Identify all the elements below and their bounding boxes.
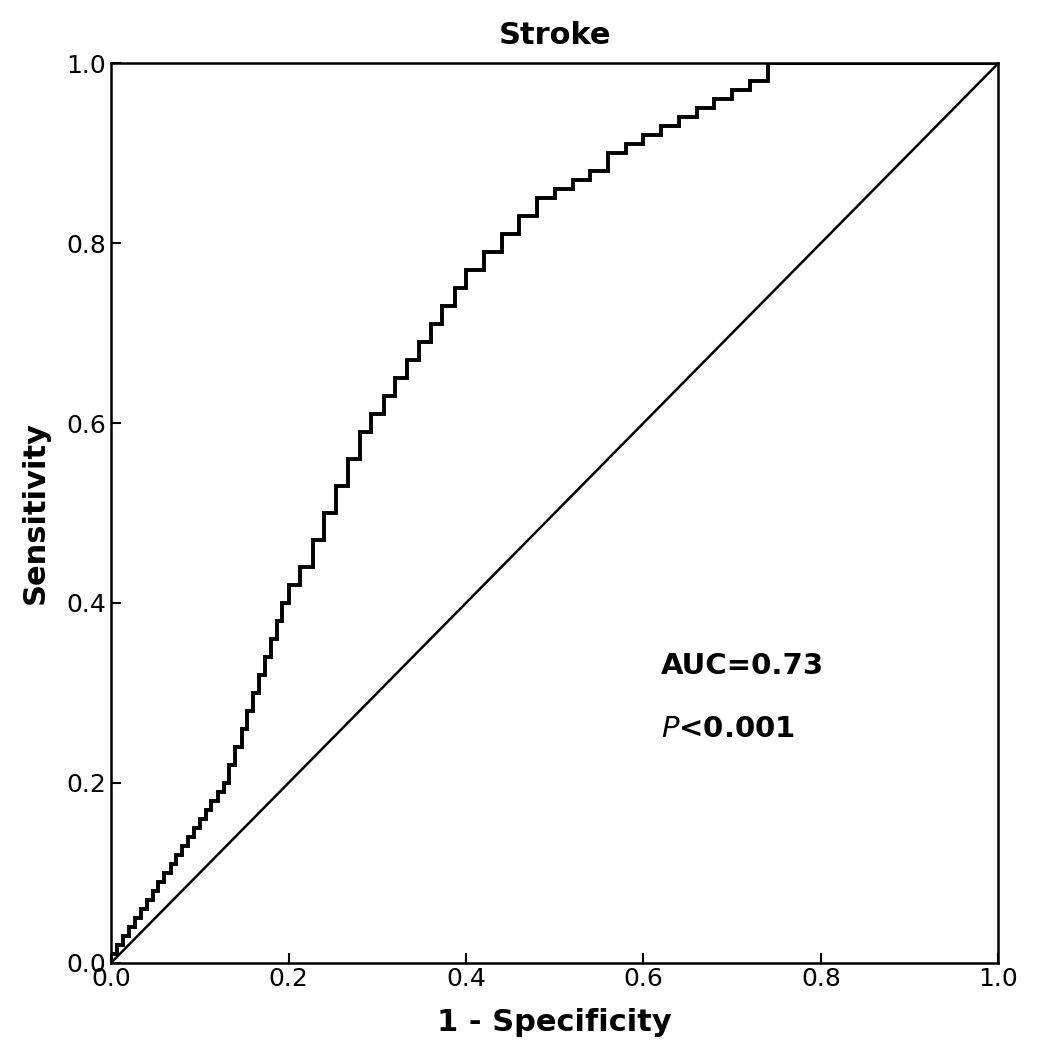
X-axis label: 1 - Specificity: 1 - Specificity xyxy=(437,1008,672,1037)
Text: AUC=0.73: AUC=0.73 xyxy=(661,652,825,680)
Title: Stroke: Stroke xyxy=(499,21,611,50)
Y-axis label: Sensitivity: Sensitivity xyxy=(21,421,50,604)
Text: $\it{P}$<0.001: $\it{P}$<0.001 xyxy=(661,715,795,743)
